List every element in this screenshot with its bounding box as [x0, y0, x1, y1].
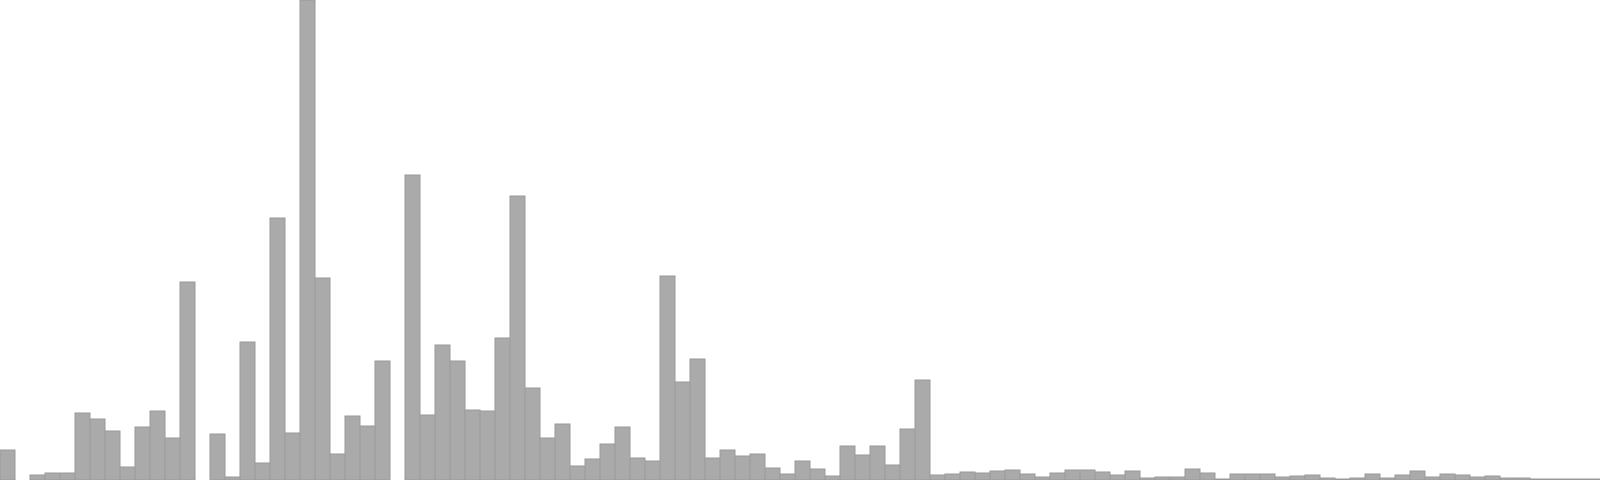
- bar-21: [314, 277, 331, 480]
- bar-79: [1184, 468, 1201, 480]
- bar-8: [119, 466, 136, 480]
- bar-41: [614, 426, 631, 480]
- bar-61: [914, 379, 931, 480]
- bar-32: [479, 410, 496, 480]
- bar-35: [524, 387, 541, 480]
- bar-19: [284, 432, 301, 480]
- bar-33: [494, 337, 511, 480]
- bar-54: [809, 468, 826, 480]
- bar-20: [299, 0, 316, 480]
- bar-62: [929, 474, 946, 480]
- bar-82: [1229, 473, 1246, 480]
- bar-84: [1259, 473, 1276, 480]
- bar-34: [509, 195, 526, 480]
- bar-86: [1289, 475, 1306, 480]
- bar-51: [764, 467, 781, 480]
- bar-49: [734, 455, 751, 480]
- bar-30: [449, 360, 466, 480]
- bar-94: [1409, 470, 1426, 480]
- bar-10: [149, 410, 166, 480]
- bar-67: [1004, 469, 1021, 480]
- bar-40: [599, 443, 616, 480]
- bar-91: [1364, 473, 1381, 480]
- bar-58: [869, 445, 886, 480]
- bar-71: [1064, 469, 1081, 480]
- bar-31: [464, 409, 481, 480]
- bar-63: [944, 473, 961, 480]
- bar-80: [1199, 472, 1216, 480]
- bar-57: [854, 454, 871, 480]
- bar-12: [179, 281, 196, 480]
- bar-73: [1094, 471, 1111, 480]
- bar-50: [749, 453, 766, 480]
- bar-28: [419, 414, 436, 480]
- bar-53: [794, 460, 811, 480]
- bar-93: [1394, 474, 1411, 480]
- bar-59: [884, 464, 901, 480]
- bar-70: [1049, 472, 1066, 480]
- bar-37: [554, 423, 571, 480]
- bar-87: [1304, 474, 1321, 480]
- bar-46: [689, 358, 706, 480]
- bar-17: [254, 462, 271, 480]
- bar-18: [269, 217, 286, 480]
- bar-55: [824, 475, 841, 480]
- bar-75: [1124, 470, 1141, 480]
- bar-42: [629, 457, 646, 480]
- bar-11: [164, 437, 181, 480]
- bar-39: [584, 458, 601, 480]
- bar-7: [104, 430, 121, 480]
- bar-83: [1244, 473, 1261, 480]
- bar-64: [959, 471, 976, 480]
- bar-0: [0, 449, 16, 480]
- bar-66: [989, 470, 1006, 480]
- bar-9: [134, 426, 151, 480]
- bar-38: [569, 465, 586, 480]
- bar-74: [1109, 474, 1126, 480]
- bar-68: [1019, 473, 1036, 480]
- bar-2: [29, 474, 46, 480]
- bar-25: [374, 360, 391, 480]
- bar-96: [1439, 473, 1456, 480]
- bar-97: [1454, 474, 1471, 480]
- bar-43: [644, 460, 661, 480]
- bar-6: [89, 418, 106, 480]
- bar-3: [44, 472, 61, 480]
- bar-22: [329, 453, 346, 480]
- bar-44: [659, 275, 676, 480]
- bar-56: [839, 445, 856, 480]
- bar-36: [539, 437, 556, 480]
- bar-99: [1484, 475, 1501, 480]
- bar-48: [719, 449, 736, 480]
- bar-72: [1079, 469, 1096, 480]
- bar-60: [899, 428, 916, 480]
- bar-24: [359, 425, 376, 480]
- bar-65: [974, 472, 991, 480]
- bar-16: [239, 341, 256, 480]
- bar-27: [404, 174, 421, 480]
- bar-45: [674, 381, 691, 480]
- bar-23: [344, 415, 361, 480]
- bar-14: [209, 433, 226, 480]
- bar-5: [74, 412, 91, 480]
- bar-29: [434, 344, 451, 480]
- bar-4: [59, 472, 76, 480]
- bar-47: [704, 457, 721, 480]
- bar-52: [779, 473, 796, 480]
